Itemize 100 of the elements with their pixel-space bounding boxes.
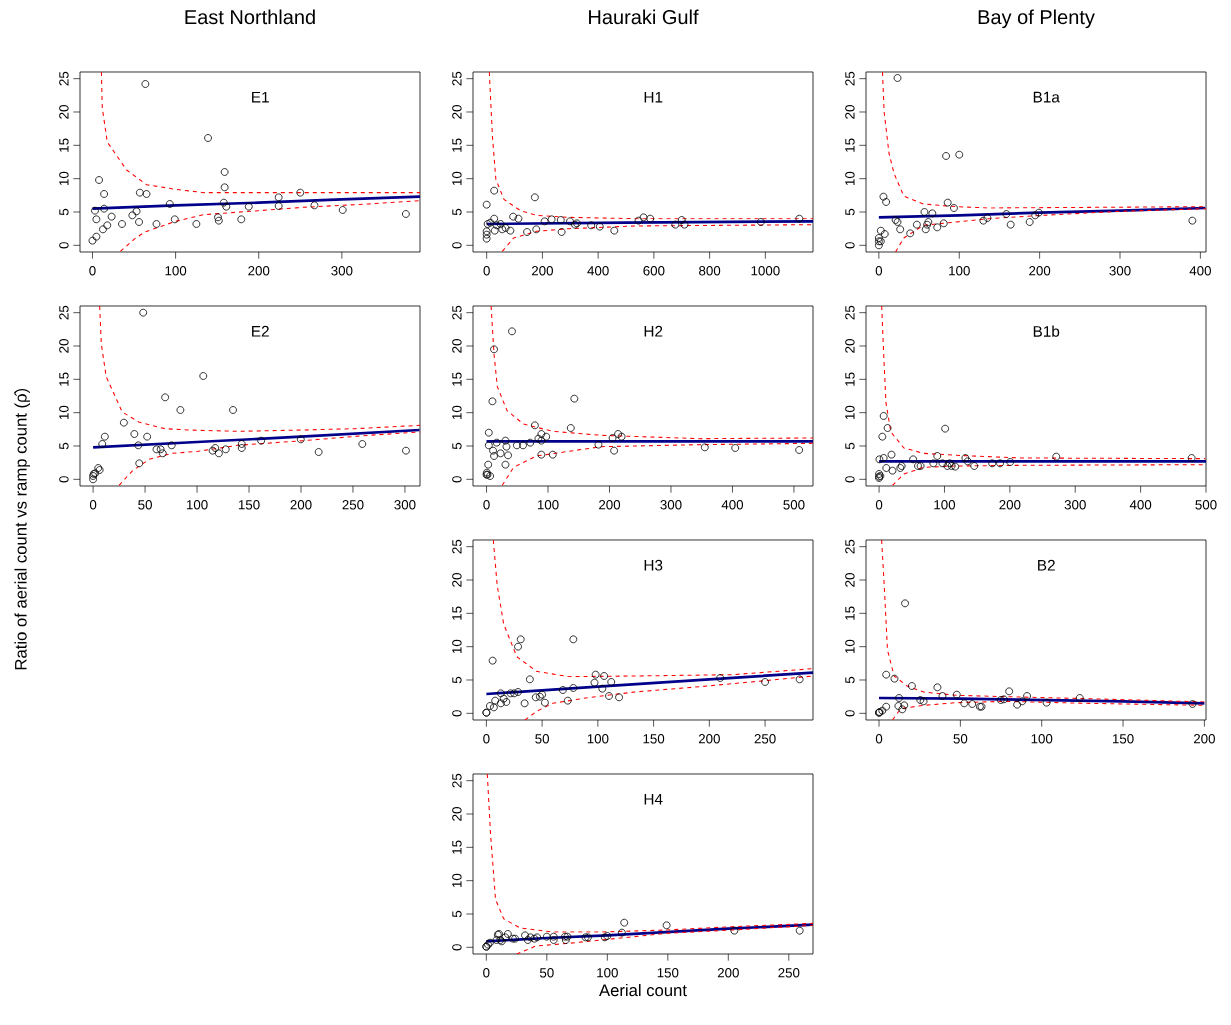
- x-tick-label: 400: [1129, 500, 1152, 510]
- y-axis-title: Ratio of aerial count vs ramp count (ρ̂): [14, 388, 30, 670]
- x-tick-label: 100: [186, 500, 208, 510]
- y-tick-label: 25: [845, 539, 855, 554]
- y-tick-label: 15: [452, 372, 462, 386]
- y-tick-label: 5: [452, 208, 462, 216]
- y-tick-label: 25: [59, 71, 69, 86]
- annotation: B1b: [1033, 325, 1060, 337]
- y-tick-label: 5: [452, 442, 462, 450]
- annotation: E2: [252, 325, 269, 337]
- y-tick-label: 5: [452, 910, 462, 918]
- chart-title: Hauraki Gulf: [589, 9, 699, 25]
- chart-title: East Northland: [185, 9, 315, 25]
- y-tick-label: 5: [452, 676, 462, 684]
- x-tick-label: 200: [248, 266, 270, 276]
- x-tick-label: 100: [537, 500, 559, 510]
- y-tick-label: 10: [845, 405, 855, 420]
- x-tick-label: 150: [643, 734, 665, 744]
- x-tick-label: 0: [875, 734, 883, 744]
- x-tick-label: 300: [660, 500, 682, 510]
- x-tick-label: 250: [342, 500, 364, 510]
- x-tick-label: 300: [394, 500, 416, 510]
- x-tick-label: 150: [1112, 734, 1134, 744]
- x-tick-label: 0: [875, 500, 883, 510]
- y-tick-label: 10: [452, 405, 462, 420]
- chart-title: Bay of Plenty: [978, 9, 1095, 29]
- y-tick-label: 5: [59, 442, 69, 450]
- y-tick-label: 10: [845, 639, 855, 654]
- annotation: H1: [644, 91, 663, 103]
- x-tick-label: 100: [597, 968, 618, 978]
- x-tick-label: 50: [953, 734, 968, 744]
- y-tick-label: 0: [845, 476, 855, 483]
- x-tick-label: 50: [539, 968, 554, 978]
- annotation: H2: [644, 325, 663, 337]
- y-tick-label: 20: [59, 105, 69, 119]
- x-tick-label: 600: [643, 266, 665, 276]
- y-tick-label: 5: [59, 208, 69, 216]
- y-tick-label: 0: [59, 476, 69, 483]
- y-tick-label: 15: [845, 138, 855, 152]
- y-tick-label: 0: [452, 476, 462, 483]
- x-tick-label: 500: [1195, 500, 1217, 510]
- x-tick-label: 400: [587, 266, 609, 276]
- y-tick-label: 5: [845, 442, 855, 450]
- x-tick-label: 200: [599, 500, 621, 510]
- annotation: B1a: [1033, 91, 1060, 103]
- x-tick-label: 200: [290, 500, 312, 510]
- x-tick-label: 300: [1109, 266, 1131, 276]
- y-tick-label: 25: [452, 773, 462, 788]
- x-tick-label: 200: [531, 266, 553, 276]
- x-tick-label: 100: [949, 266, 970, 276]
- x-tick-label: 100: [587, 734, 609, 744]
- y-tick-label: 15: [845, 372, 855, 386]
- x-axis-title: Aerial count: [599, 983, 687, 997]
- y-tick-label: 0: [452, 710, 462, 717]
- x-tick-label: 0: [875, 266, 883, 276]
- y-tick-label: 15: [452, 606, 462, 620]
- x-tick-label: 0: [483, 500, 490, 510]
- y-tick-label: 5: [845, 676, 855, 684]
- y-tick-label: 20: [452, 105, 462, 119]
- x-tick-label: 500: [783, 500, 805, 510]
- x-tick-label: 100: [1031, 734, 1053, 744]
- annotation: E1: [252, 91, 269, 103]
- y-tick-label: 25: [845, 71, 855, 86]
- y-tick-label: 20: [452, 807, 462, 821]
- y-tick-label: 0: [845, 710, 855, 717]
- y-tick-label: 10: [845, 171, 855, 186]
- y-tick-label: 10: [452, 873, 462, 888]
- x-tick-label: 200: [1193, 734, 1215, 744]
- y-tick-label: 15: [59, 138, 69, 152]
- x-tick-label: 1000: [751, 266, 780, 276]
- y-tick-label: 10: [59, 405, 69, 420]
- x-tick-label: 0: [483, 266, 490, 276]
- x-tick-label: 300: [331, 266, 353, 276]
- y-tick-label: 25: [59, 305, 69, 320]
- x-tick-label: 400: [721, 500, 744, 510]
- x-tick-label: 300: [1064, 500, 1086, 510]
- y-tick-label: 25: [452, 305, 462, 320]
- y-tick-label: 15: [845, 606, 855, 620]
- y-tick-label: 15: [452, 138, 462, 152]
- y-tick-label: 20: [452, 573, 462, 587]
- x-tick-label: 200: [717, 968, 739, 978]
- y-tick-label: 0: [452, 242, 462, 249]
- y-tick-label: 5: [845, 208, 855, 216]
- y-tick-label: 20: [845, 573, 855, 587]
- y-tick-label: 0: [845, 242, 855, 249]
- y-tick-label: 25: [845, 305, 855, 320]
- x-tick-label: 800: [699, 266, 721, 276]
- annotation: H3: [644, 559, 663, 571]
- x-tick-label: 250: [754, 734, 776, 744]
- y-tick-label: 15: [59, 372, 69, 386]
- x-tick-label: 100: [165, 266, 187, 276]
- y-tick-label: 10: [59, 171, 69, 186]
- x-tick-label: 400: [1189, 266, 1211, 276]
- annotation: B2: [1038, 559, 1055, 571]
- y-tick-label: 15: [452, 840, 462, 854]
- y-tick-label: 20: [845, 339, 855, 353]
- y-tick-label: 0: [59, 242, 69, 249]
- y-tick-label: 0: [452, 944, 462, 951]
- x-tick-label: 0: [89, 266, 96, 276]
- x-tick-label: 100: [934, 500, 956, 510]
